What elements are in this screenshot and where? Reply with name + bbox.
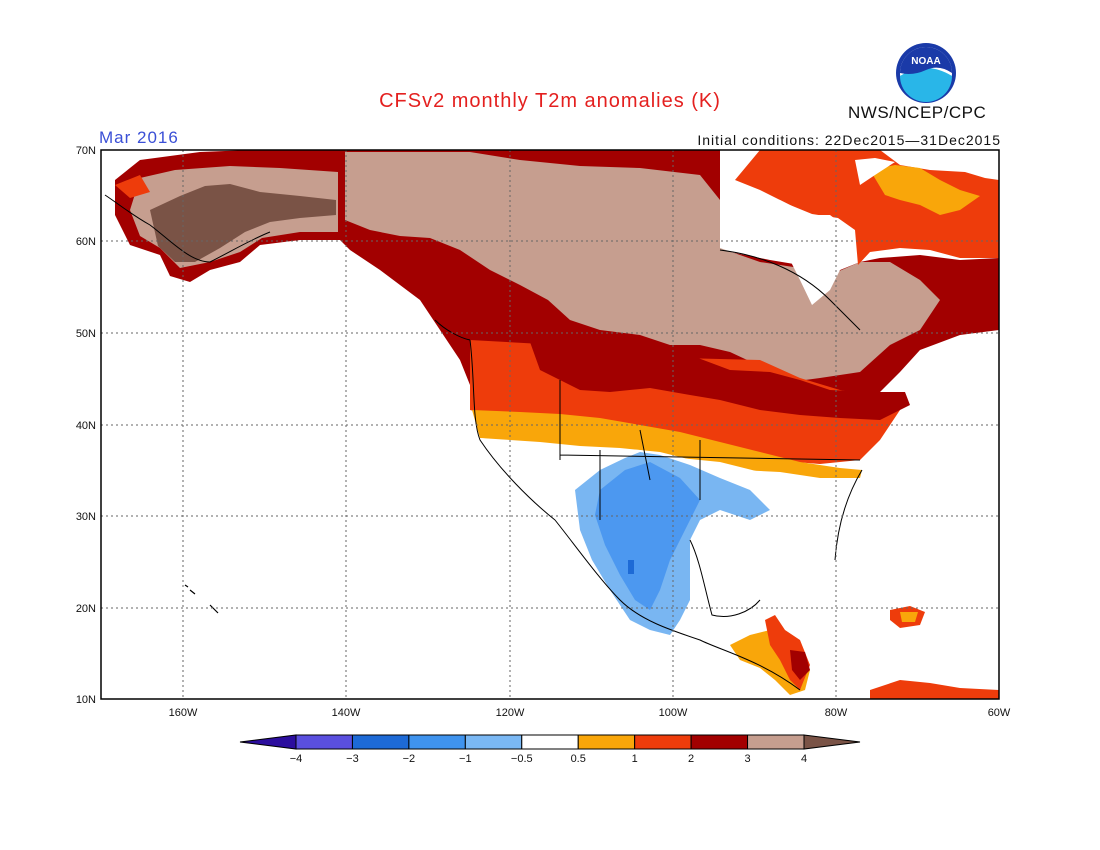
colorbar-swatch xyxy=(408,734,466,750)
south-america-red xyxy=(870,680,999,699)
colorbar-arrow-high xyxy=(803,734,861,750)
anomaly-fields xyxy=(115,150,999,699)
colorbar-tick-label: −4 xyxy=(290,753,303,765)
lat-label: 10N xyxy=(76,694,96,706)
colorbar-tick-label: 4 xyxy=(801,753,807,765)
blue-cell xyxy=(628,560,634,574)
colorbar-swatch xyxy=(634,734,692,750)
lat-label: 60N xyxy=(76,236,96,248)
alaska-brown xyxy=(150,184,336,262)
canada-tan xyxy=(345,152,940,382)
greenland-white xyxy=(855,158,895,185)
central-america-darkred xyxy=(790,650,810,680)
map-frame xyxy=(100,149,1000,700)
longitude-labels: 160W 140W 120W 100W 80W 60W xyxy=(169,707,1011,719)
colorbar-swatch xyxy=(351,734,410,750)
lat-label: 20N xyxy=(76,603,96,615)
lon-label: 140W xyxy=(332,707,361,719)
colorbar-tick-label: −2 xyxy=(403,753,416,765)
colorbar-tick-label: 1 xyxy=(632,753,638,765)
lon-label: 100W xyxy=(659,707,688,719)
lat-label: 40N xyxy=(76,420,96,432)
colorbar-swatch xyxy=(295,734,353,750)
colorbar-tick-label: −0.5 xyxy=(511,753,533,765)
quebec-white xyxy=(720,196,855,305)
alaska-red-edge xyxy=(115,175,150,198)
colorbar-arrow-low xyxy=(239,734,297,750)
lat-label: 70N xyxy=(76,145,96,157)
initial-conditions: Initial conditions: 22Dec2015—31Dec2015 xyxy=(697,132,1001,148)
lon-label: 160W xyxy=(169,707,198,719)
colorbar-swatch xyxy=(521,734,579,750)
logo-text: NOAA xyxy=(911,56,940,67)
noaa-logo: NOAA xyxy=(896,43,956,103)
latitude-labels: 70N 60N 50N 40N 30N 20N 10N xyxy=(76,145,96,706)
lon-label: 60W xyxy=(988,707,1011,719)
us-darkred xyxy=(530,342,910,420)
colorbar-tick-label: −3 xyxy=(346,753,359,765)
mexico-blue-dark xyxy=(595,462,700,610)
colorbar-tick-label: −1 xyxy=(459,753,472,765)
labrador-orange xyxy=(870,165,980,215)
us-orange xyxy=(472,410,862,478)
colorbar-swatch xyxy=(690,734,749,750)
lon-label: 80W xyxy=(825,707,848,719)
lat-label: 30N xyxy=(76,511,96,523)
colorbar-swatch xyxy=(747,734,805,750)
colorbar-tick-label: 3 xyxy=(744,753,750,765)
colorbar-swatch xyxy=(464,734,523,750)
colorbar-swatch xyxy=(577,734,636,750)
colorbar: −4 −3 −2 −1 −0.5 0.5 1 2 3 4 xyxy=(239,734,861,765)
chart-title: CFSv2 monthly T2m anomalies (K) xyxy=(379,90,721,112)
lon-label: 120W xyxy=(496,707,525,719)
agency-label: NWS/NCEP/CPC xyxy=(848,103,987,122)
colorbar-tick-label: 2 xyxy=(688,753,694,765)
colorbar-tick-label: 0.5 xyxy=(571,753,586,765)
gridlines xyxy=(101,150,999,699)
forecast-month: Mar 2016 xyxy=(99,128,179,147)
caribbean-orange xyxy=(900,612,918,622)
lat-label: 50N xyxy=(76,328,96,340)
